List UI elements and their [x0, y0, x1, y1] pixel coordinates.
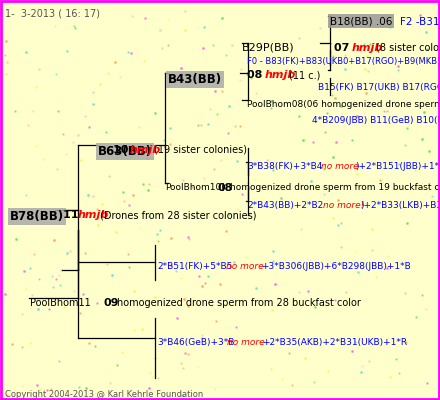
Text: hmjb: hmjb: [265, 70, 297, 80]
Text: 08: 08: [218, 183, 233, 193]
Text: 1-  3-2013 ( 16: 17): 1- 3-2013 ( 16: 17): [5, 8, 100, 18]
Text: )+2*B33(LKB)+B31: )+2*B33(LKB)+B31: [360, 201, 440, 210]
Text: PoolBhom10(: PoolBhom10(: [165, 183, 225, 192]
Text: 07: 07: [334, 43, 353, 53]
Text: 2*B43(BB)+2*B2: 2*B43(BB)+2*B2: [247, 201, 323, 210]
Text: (Drones from 28 sister colonies): (Drones from 28 sister colonies): [100, 210, 257, 220]
Text: (8 sister colonies): (8 sister colonies): [376, 43, 440, 53]
Text: 2*B51(FK)+5*B5: 2*B51(FK)+5*B5: [157, 262, 232, 271]
Text: B78(BB): B78(BB): [10, 210, 64, 223]
Text: 3*B46(GeB)+3*B: 3*B46(GeB)+3*B: [157, 338, 235, 347]
Text: 09: 09: [103, 298, 118, 308]
Text: 4*B209(JBB) B11(GeB) B10(BB): 4*B209(JBB) B11(GeB) B10(BB): [312, 116, 440, 125]
Text: F2 -B314(NE): F2 -B314(NE): [400, 16, 440, 26]
Text: 08: 08: [247, 70, 266, 80]
Text: hmjb: hmjb: [352, 43, 383, 53]
Text: +3*B306(JBB)+6*B298(JBB)+1*B: +3*B306(JBB)+6*B298(JBB)+1*B: [261, 262, 411, 271]
Text: B29P(BB): B29P(BB): [242, 43, 295, 53]
Text: (19 sister colonies): (19 sister colonies): [154, 145, 247, 155]
Text: Copyright 2004-2013 @ Karl Kehrle Foundation: Copyright 2004-2013 @ Karl Kehrle Founda…: [5, 390, 203, 399]
Text: no more: no more: [227, 338, 264, 347]
Text: PoolBhom11: PoolBhom11: [30, 298, 91, 308]
Text: hmjb: hmjb: [78, 210, 110, 220]
Text: )+2*B151(JBB)+1*B: )+2*B151(JBB)+1*B: [355, 162, 440, 171]
Text: no more: no more: [321, 162, 359, 171]
Text: B18(BB) .06: B18(BB) .06: [330, 16, 392, 26]
Text: hmjb: hmjb: [130, 145, 161, 155]
Text: PoolBhom08(06 homogenized drone sperm from 11: PoolBhom08(06 homogenized drone sperm fr…: [247, 100, 440, 109]
Text: B63(BB): B63(BB): [98, 145, 152, 158]
Text: F0 - B83(FK)+B83(UKB0+B17(RGO)+B9(MKB): F0 - B83(FK)+B83(UKB0+B17(RGO)+B9(MKB): [247, 57, 440, 66]
Text: 3*B38(FK)+3*B4: 3*B38(FK)+3*B4: [247, 162, 323, 171]
Text: B15(FK) B17(UKB) B17(RGO)(2) B: B15(FK) B17(UKB) B17(RGO)(2) B: [318, 83, 440, 92]
Text: homogenized drone sperm from 28 buckfast color: homogenized drone sperm from 28 buckfast…: [117, 298, 361, 308]
Text: +2*B35(AKB)+2*B31(UKB)+1*R: +2*B35(AKB)+2*B31(UKB)+1*R: [262, 338, 407, 347]
Text: no more!: no more!: [323, 201, 364, 210]
Text: 11: 11: [63, 210, 82, 220]
Text: homogenized drone sperm from 19 buckfast col: homogenized drone sperm from 19 buckfast…: [230, 183, 440, 192]
Text: B43(BB): B43(BB): [168, 73, 222, 86]
Text: 10: 10: [113, 145, 132, 155]
Text: no more: no more: [226, 262, 264, 271]
Text: (11 c.): (11 c.): [289, 70, 320, 80]
